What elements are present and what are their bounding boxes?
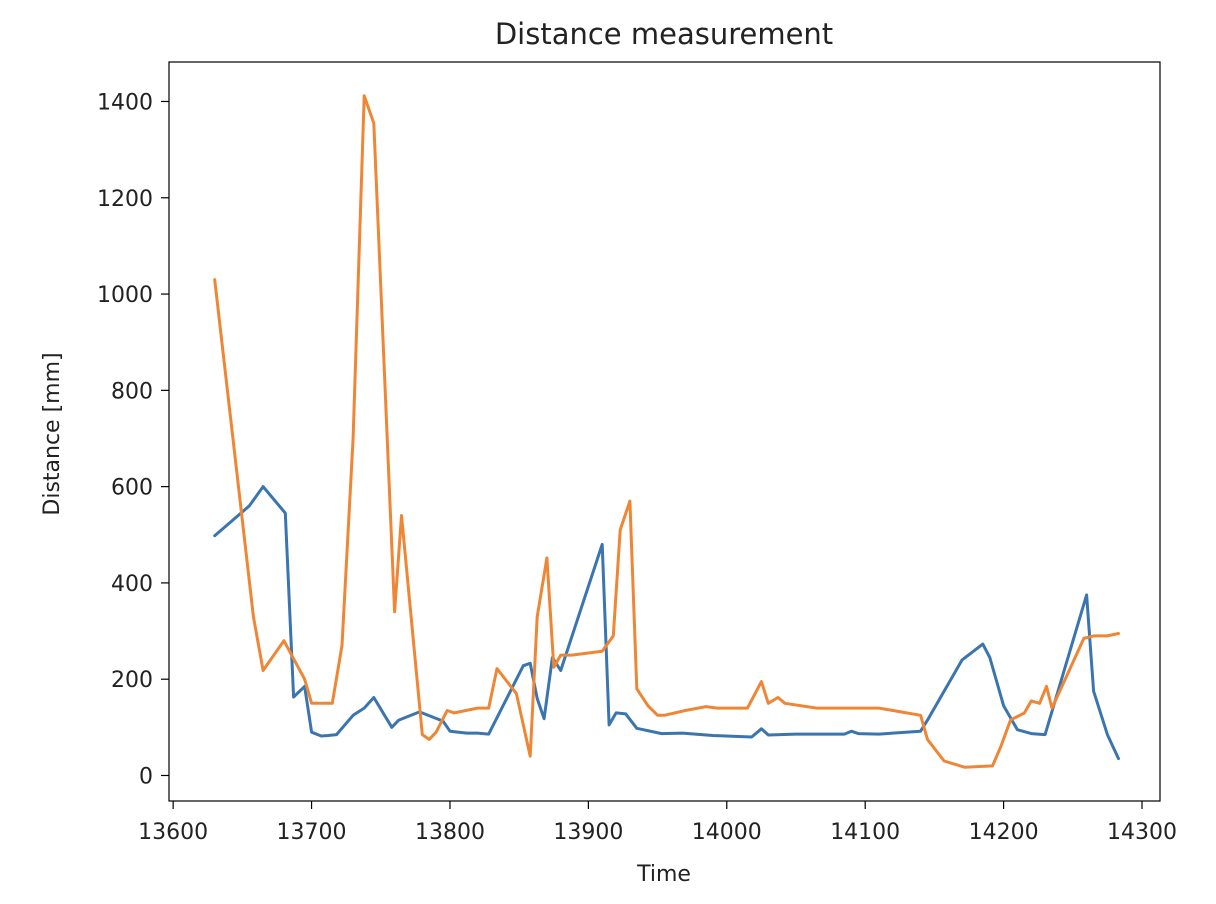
y-tick-label: 0	[139, 764, 153, 789]
x-tick-label: 13700	[277, 820, 347, 845]
y-tick-label: 600	[111, 476, 153, 501]
x-tick-label: 14200	[969, 820, 1039, 845]
y-tick-label: 1200	[97, 187, 153, 212]
series-line-2	[213, 94, 1120, 769]
y-tick-label: 400	[111, 572, 153, 597]
x-tick-label: 14300	[1107, 820, 1177, 845]
x-tick-label: 13800	[415, 820, 485, 845]
x-tick-label: 13900	[553, 820, 623, 845]
x-tick-label: 13600	[138, 820, 208, 845]
x-axis-label: Time	[636, 862, 691, 887]
y-axis-label: Distance [mm]	[40, 352, 65, 515]
y-tick-label: 800	[111, 379, 153, 404]
series-line-1	[213, 485, 1120, 761]
x-tick-label: 14100	[830, 820, 900, 845]
chart-title: Distance measurement	[495, 17, 833, 51]
y-axis: 0 200 400 600 800 1000 1200 1400	[97, 90, 169, 789]
y-tick-label: 1000	[97, 283, 153, 308]
x-tick-label: 14000	[692, 820, 762, 845]
y-tick-label: 1400	[97, 90, 153, 115]
y-tick-label: 200	[111, 668, 153, 693]
x-axis: 13600 13700 13800 13900 14000 14100 14200 14300	[138, 801, 1177, 845]
plot-area-frame	[168, 61, 1161, 802]
series-layer	[213, 94, 1120, 769]
